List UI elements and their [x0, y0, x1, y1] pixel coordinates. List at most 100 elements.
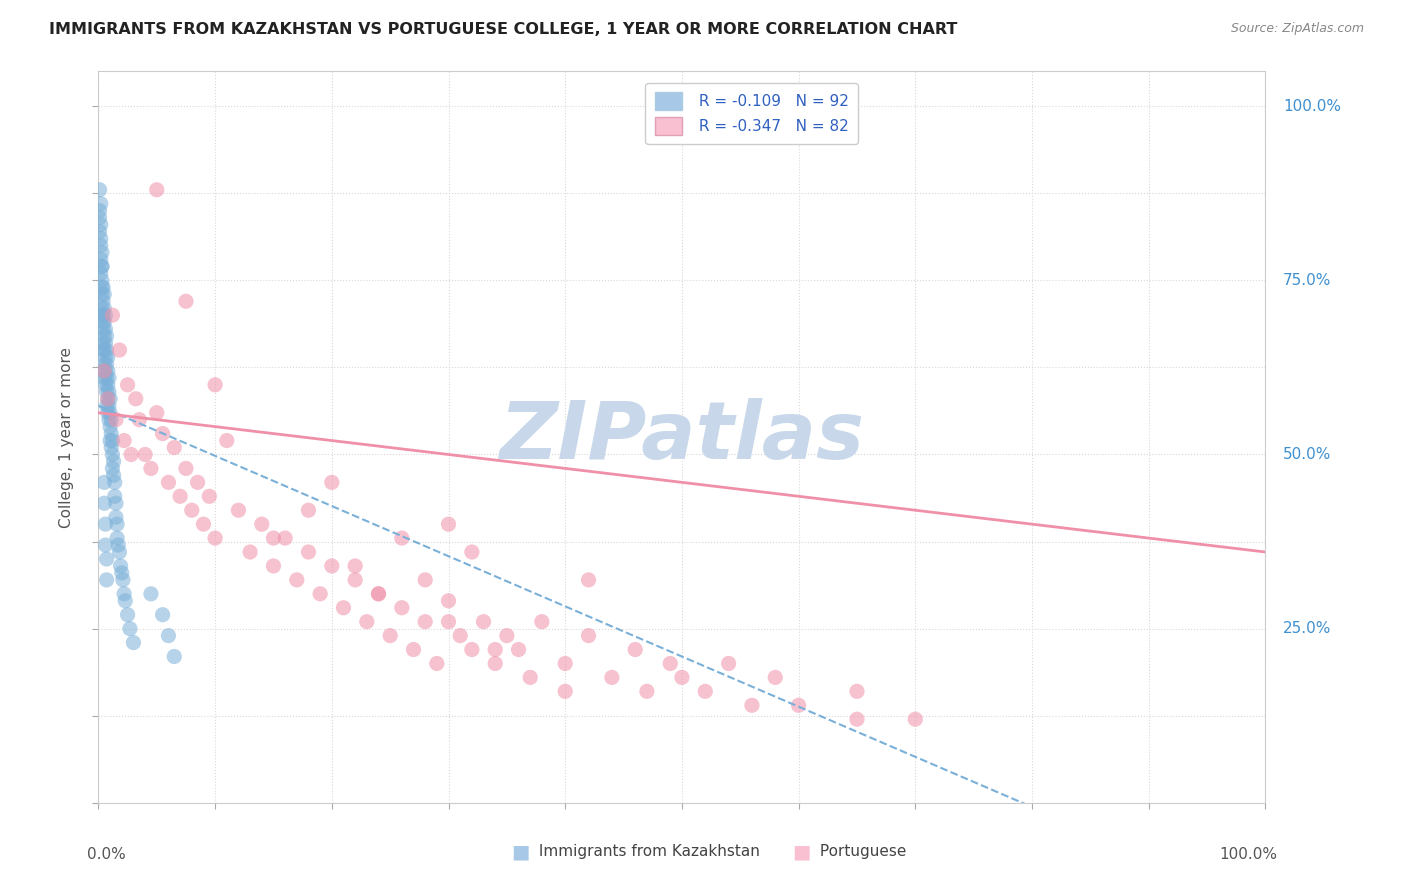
Point — [262, 531, 284, 545]
Point — [530, 615, 553, 629]
Text: 100.0%: 100.0% — [1219, 847, 1277, 862]
Text: Portuguese: Portuguese — [815, 845, 907, 859]
Point — [763, 670, 786, 684]
Point — [128, 412, 150, 426]
Text: ZIPatlas: ZIPatlas — [499, 398, 865, 476]
Point — [152, 607, 174, 622]
Point — [391, 600, 413, 615]
Point — [496, 629, 519, 643]
Text: IMMIGRANTS FROM KAZAKHSTAN VS PORTUGUESE COLLEGE, 1 YEAR OR MORE CORRELATION CHA: IMMIGRANTS FROM KAZAKHSTAN VS PORTUGUESE… — [49, 22, 957, 37]
Point — [94, 322, 117, 336]
Point — [98, 434, 121, 448]
Point — [111, 573, 134, 587]
Point — [104, 496, 127, 510]
Point — [94, 517, 117, 532]
Point — [96, 371, 118, 385]
Point — [91, 280, 114, 294]
Point — [103, 468, 125, 483]
Point — [344, 558, 367, 573]
Point — [98, 392, 121, 406]
Point — [380, 629, 402, 643]
Point — [89, 183, 111, 197]
Point — [97, 399, 120, 413]
Point — [93, 343, 115, 357]
Point — [437, 615, 460, 629]
Point — [100, 412, 122, 426]
Point — [93, 329, 115, 343]
Text: ■: ■ — [792, 842, 811, 862]
Point — [578, 629, 600, 643]
Point — [93, 315, 115, 329]
Point — [671, 670, 693, 684]
Point — [157, 629, 180, 643]
Text: Source: ZipAtlas.com: Source: ZipAtlas.com — [1230, 22, 1364, 36]
Point — [101, 308, 124, 322]
Point — [198, 489, 221, 503]
Point — [108, 545, 131, 559]
Point — [134, 448, 156, 462]
Point — [100, 426, 122, 441]
Point — [636, 684, 658, 698]
Point — [108, 343, 131, 357]
Point — [91, 308, 114, 322]
Point — [90, 308, 112, 322]
Text: Immigrants from Kazakhstan: Immigrants from Kazakhstan — [534, 845, 761, 859]
Legend:  R = -0.109   N = 92,  R = -0.347   N = 82: R = -0.109 N = 92, R = -0.347 N = 82 — [645, 83, 859, 145]
Point — [98, 419, 121, 434]
Point — [204, 377, 226, 392]
Point — [98, 406, 121, 420]
Point — [846, 684, 869, 698]
Point — [96, 399, 118, 413]
Point — [413, 573, 436, 587]
Point — [169, 489, 191, 503]
Point — [94, 364, 117, 378]
Point — [104, 475, 127, 490]
Point — [91, 364, 114, 378]
Point — [321, 475, 343, 490]
Point — [96, 573, 118, 587]
Point — [367, 587, 389, 601]
Text: 0.0%: 0.0% — [87, 847, 125, 862]
Point — [717, 657, 740, 671]
Point — [97, 377, 120, 392]
Point — [96, 552, 118, 566]
Point — [146, 183, 169, 197]
Point — [228, 503, 250, 517]
Point — [741, 698, 763, 713]
Point — [93, 301, 115, 316]
Point — [274, 531, 297, 545]
Point — [846, 712, 869, 726]
Point — [309, 587, 332, 601]
Point — [97, 371, 120, 385]
Point — [94, 308, 117, 322]
Point — [624, 642, 647, 657]
Point — [204, 531, 226, 545]
Point — [180, 503, 202, 517]
Point — [152, 426, 174, 441]
Text: 50.0%: 50.0% — [1282, 447, 1331, 462]
Point — [97, 392, 120, 406]
Point — [90, 287, 112, 301]
Point — [193, 517, 215, 532]
Point — [262, 558, 284, 573]
Point — [112, 434, 135, 448]
Point — [96, 357, 118, 371]
Point — [695, 684, 717, 698]
Point — [91, 343, 114, 357]
Point — [139, 461, 162, 475]
Point — [122, 635, 145, 649]
Point — [285, 573, 308, 587]
Point — [93, 287, 115, 301]
Point — [101, 448, 124, 462]
Point — [91, 336, 114, 351]
Point — [93, 364, 115, 378]
Point — [112, 587, 135, 601]
Point — [105, 517, 128, 532]
Point — [96, 329, 118, 343]
Point — [96, 343, 118, 357]
Point — [90, 245, 112, 260]
Point — [90, 260, 112, 274]
Point — [332, 600, 354, 615]
Point — [391, 531, 413, 545]
Point — [90, 273, 112, 287]
